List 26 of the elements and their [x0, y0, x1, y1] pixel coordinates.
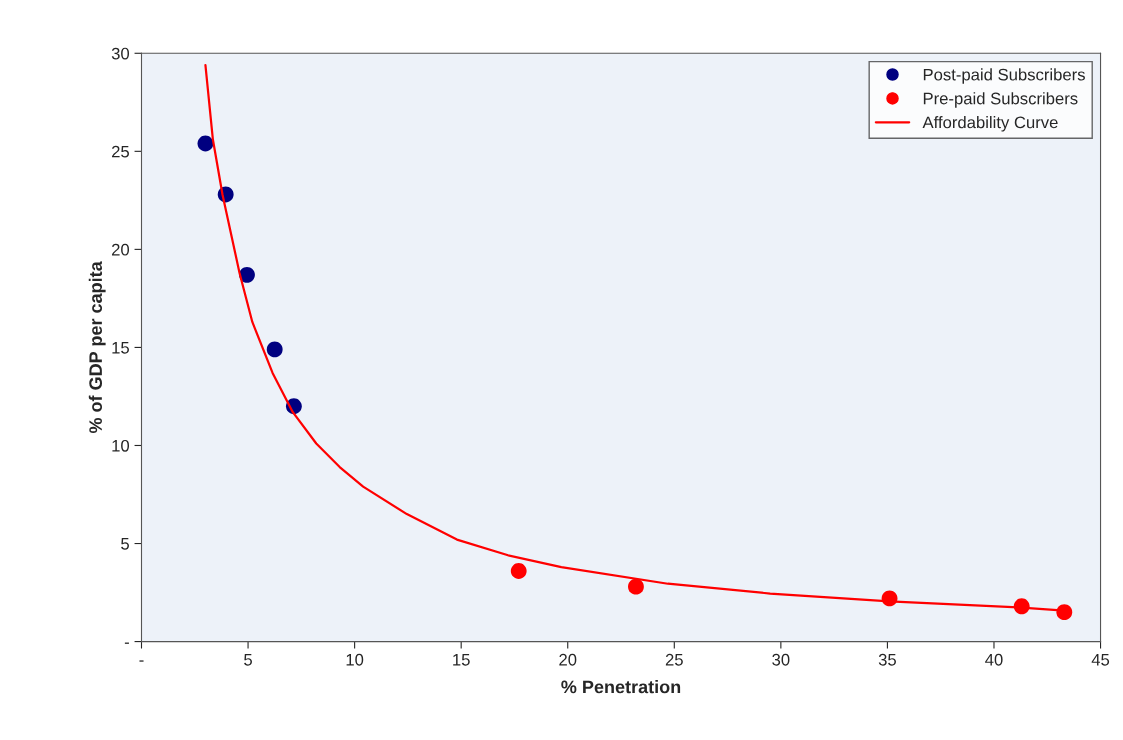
y-tick-label: - — [124, 642, 129, 644]
y-axis-title: % of GDP per capita — [88, 261, 106, 434]
point — [510, 563, 527, 579]
x-tick-label: 10 — [346, 653, 364, 666]
x-axis-title: % Penetration — [561, 680, 681, 694]
y-tick-label: 20 — [111, 243, 130, 256]
x-tick-label: 35 — [878, 653, 896, 666]
x-tick-label: 45 — [1091, 654, 1110, 666]
x-tick-label: 25 — [665, 653, 683, 666]
x-tick-label: 30 — [772, 653, 790, 666]
legend-label: Post-paid Subscribers — [923, 68, 1085, 84]
x-tick-label: 5 — [244, 654, 252, 666]
y-tick-label: 10 — [112, 439, 130, 452]
x-tick-label: 40 — [985, 653, 1003, 666]
point — [266, 341, 283, 358]
y-tick-label: 30 — [111, 47, 130, 60]
x-tick-label: - — [139, 660, 144, 662]
legend-label: Pre-paid Subscribers — [923, 92, 1078, 108]
y-tick-label: 15 — [112, 342, 129, 354]
point — [197, 135, 214, 152]
x-tick-label: 15 — [453, 654, 470, 666]
point — [628, 578, 644, 595]
y-tick-label: 25 — [111, 145, 129, 158]
y-tick-label: 5 — [121, 538, 129, 550]
x-tick-label: 20 — [559, 653, 577, 666]
legend-label: Affordability Curve — [922, 116, 1058, 132]
